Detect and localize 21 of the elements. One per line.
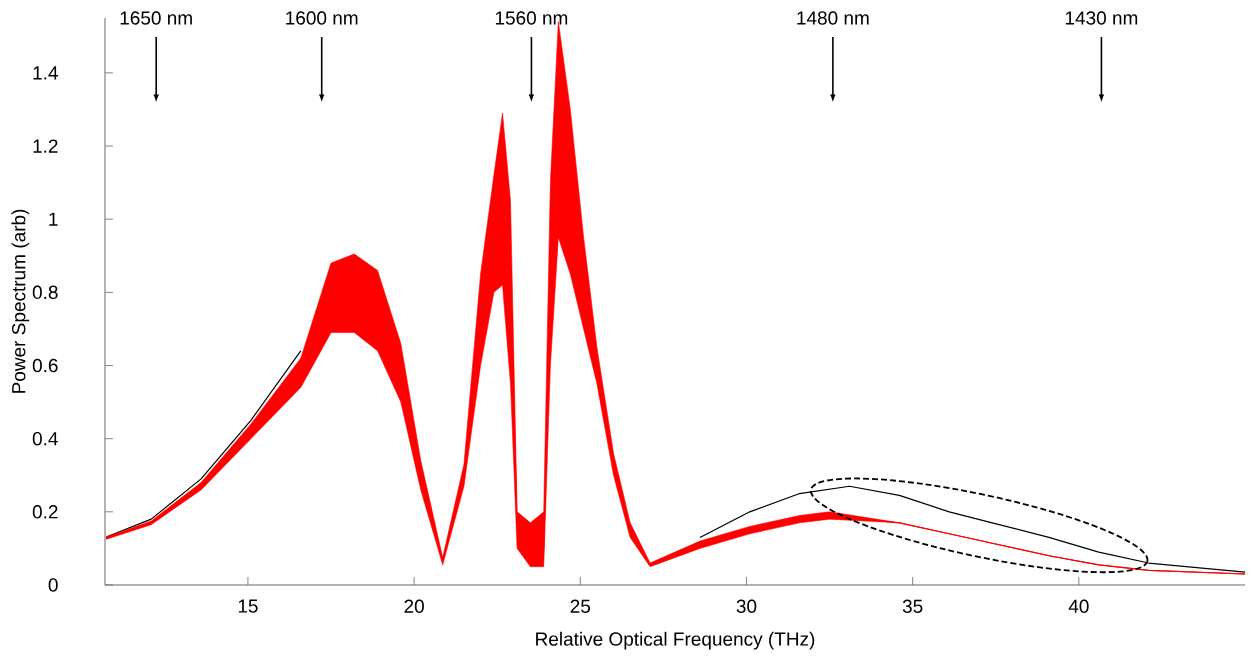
y-tick-label: 0 xyxy=(48,578,58,592)
y-tick-label: 0.6 xyxy=(32,358,58,373)
x-tick-label: 40 xyxy=(1068,599,1089,613)
x-tick-label: 30 xyxy=(736,599,757,613)
y-tick-label: 0.4 xyxy=(32,431,58,446)
ref-line-label: 1600 nm xyxy=(286,11,358,25)
ref-line-label: 1480 nm xyxy=(797,11,869,25)
x-tick-label: 25 xyxy=(570,599,591,613)
y-tick-label: 1 xyxy=(49,212,58,226)
x-tick-label: 15 xyxy=(238,599,258,613)
ref-line-label: 1650 nm xyxy=(120,11,192,25)
ref-line-label: 1430 nm xyxy=(1065,11,1138,25)
y-tick-label: 0.8 xyxy=(32,285,58,300)
y-axis-title: Power Spectrum (arb) xyxy=(11,209,30,393)
x-axis-title: Relative Optical Frequency (THz) xyxy=(536,631,815,650)
x-tick-label: 20 xyxy=(404,599,424,613)
ref-line-label: 1560 nm xyxy=(495,11,568,25)
y-tick-label: 1.4 xyxy=(33,66,58,80)
y-tick-label: 1.2 xyxy=(33,139,58,153)
x-tick-label: 35 xyxy=(902,599,923,613)
y-tick-label: 0.2 xyxy=(32,505,58,519)
